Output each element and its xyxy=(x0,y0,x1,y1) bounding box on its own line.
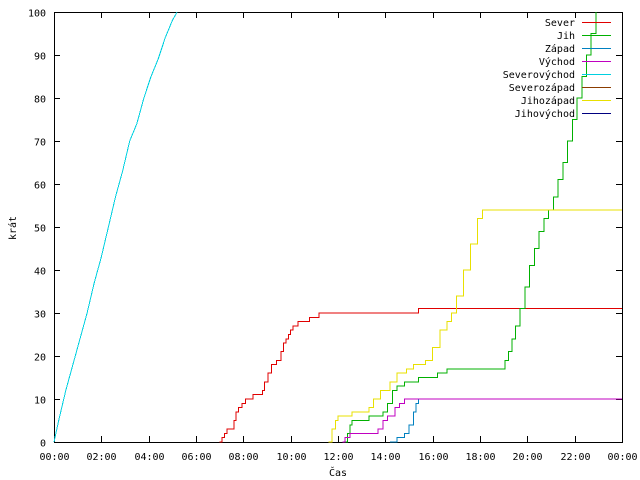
x-axis-label: Čas xyxy=(329,466,347,479)
series-line-jih xyxy=(345,12,597,443)
x-tick-label: 12:00 xyxy=(323,452,353,463)
x-tick-label: 16:00 xyxy=(418,452,448,463)
legend-label: Západ xyxy=(545,43,575,55)
x-tick-label: 02:00 xyxy=(86,452,116,463)
y-tick-label: 50 xyxy=(34,224,46,235)
x-axis: 00:00 02:00 04:00 06:00 08:00 10:00 12:00 14:00… xyxy=(39,12,638,463)
y-tick-label: 80 xyxy=(34,95,46,106)
x-tick-label: 22:00 xyxy=(560,452,590,463)
y-tick-label: 40 xyxy=(34,267,46,278)
series-layer xyxy=(53,11,622,443)
legend-label: Východ xyxy=(539,56,575,68)
legend-label: Jih xyxy=(557,31,575,42)
y-tick-label: 20 xyxy=(34,353,46,364)
series-line-sever xyxy=(219,308,622,443)
x-tick-label: 18:00 xyxy=(465,452,495,463)
series-line-zapad xyxy=(390,398,622,443)
x-tick-label: 10:00 xyxy=(276,452,306,463)
x-tick-label: 00:00 xyxy=(607,452,637,463)
legend-label: Jihovýchod xyxy=(515,108,575,120)
y-tick-label: 10 xyxy=(34,396,46,407)
y-axis-label: krát xyxy=(7,216,19,240)
y-tick-label: 70 xyxy=(34,138,46,149)
x-tick-label: 04:00 xyxy=(134,452,164,463)
y-tick-label: 30 xyxy=(34,310,46,321)
x-tick-label: 14:00 xyxy=(370,452,400,463)
y-tick-label: 90 xyxy=(34,52,46,63)
x-tick-label: 00:00 xyxy=(39,452,69,463)
x-tick-label: 06:00 xyxy=(181,452,211,463)
legend-label: Severozápad xyxy=(509,82,575,94)
legend: Sever JihZápadVýchodSeverovýchodSeverozáp… xyxy=(503,18,611,120)
series-line-vychod xyxy=(342,398,622,443)
legend-label: Jihozápad xyxy=(521,95,575,107)
legend-label: Sever xyxy=(545,18,575,29)
y-tick-label: 0 xyxy=(40,439,46,450)
x-tick-label: 20:00 xyxy=(512,452,542,463)
x-tick-label: 08:00 xyxy=(228,452,258,463)
series-line-severovychod xyxy=(53,11,178,443)
legend-label: Severovýchod xyxy=(503,69,575,81)
y-tick-label: 60 xyxy=(34,181,46,192)
series-line-jihozapad xyxy=(328,209,622,443)
y-tick-label: 100 xyxy=(28,9,46,20)
